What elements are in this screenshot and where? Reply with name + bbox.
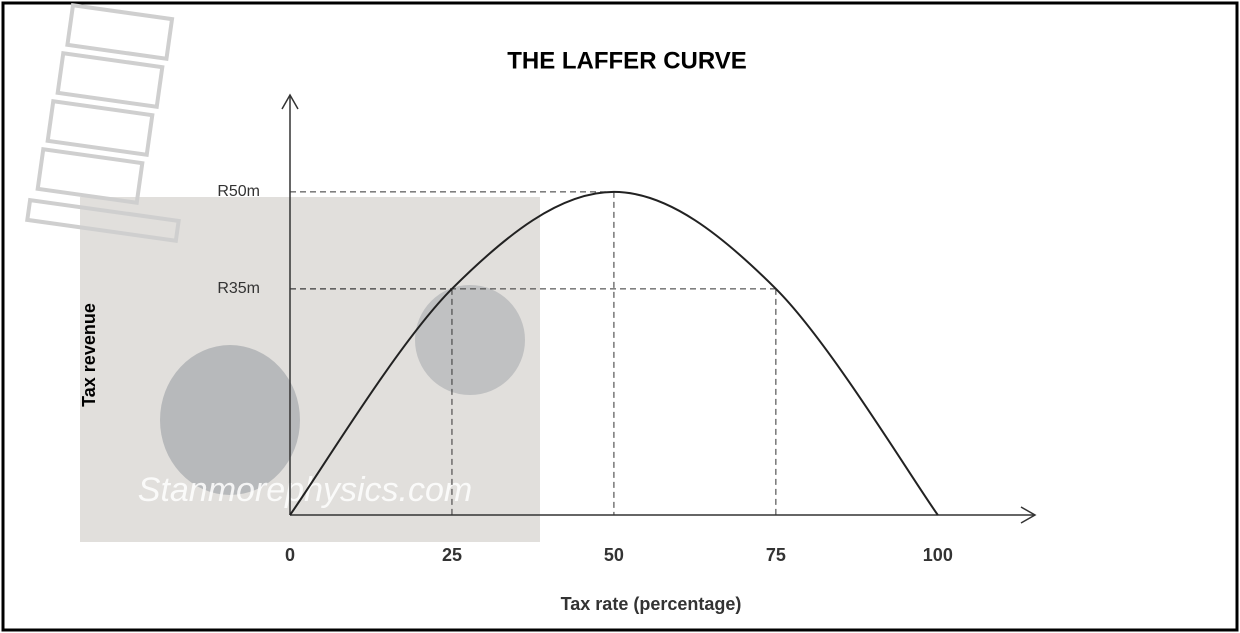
- y-axis-label: Tax revenue: [79, 303, 99, 407]
- photo-pot: [415, 285, 525, 395]
- y-tick-label: R35m: [217, 280, 260, 297]
- chart: THE LAFFER CURVE Tax rate (percentage) T…: [0, 0, 1240, 633]
- x-axis-label: Tax rate (percentage): [561, 594, 742, 614]
- x-tick-label: 100: [923, 545, 953, 565]
- x-tick-label: 50: [604, 545, 624, 565]
- y-tick-label: R50m: [217, 183, 260, 200]
- chart-title: THE LAFFER CURVE: [507, 47, 747, 74]
- x-tick-label: 25: [442, 545, 462, 565]
- watermark: Stanmorephysics.com: [138, 471, 472, 509]
- x-tick-label: 75: [766, 545, 786, 565]
- x-tick-label: 0: [285, 545, 295, 565]
